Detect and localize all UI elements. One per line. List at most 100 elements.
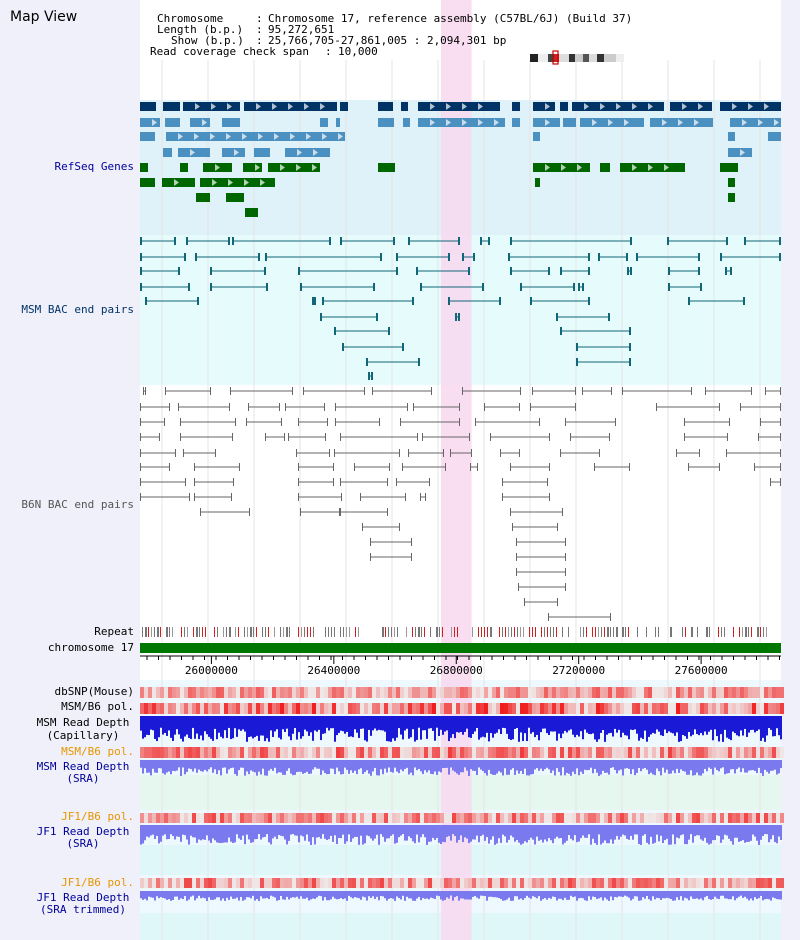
- refseq-gene[interactable]: [320, 118, 328, 127]
- refseq-gene[interactable]: [254, 148, 270, 157]
- msm-b6-pol-mark: [716, 703, 720, 714]
- refseq-gene[interactable]: [418, 118, 505, 127]
- refseq-gene[interactable]: [285, 148, 330, 157]
- track-label-msm-b6-pol-1[interactable]: MSM/B6 pol.: [61, 700, 134, 713]
- refseq-gene[interactable]: [340, 102, 348, 111]
- refseq-gene[interactable]: [163, 148, 172, 157]
- refseq-gene[interactable]: [140, 132, 155, 141]
- msm-b6-pol-mark: [388, 703, 392, 714]
- refseq-gene[interactable]: [243, 163, 262, 172]
- refseq-gene[interactable]: [180, 163, 188, 172]
- msm-depth-sra-bar: [716, 760, 718, 771]
- gene-strand-arrow: [312, 164, 317, 171]
- track-label-jf1-b6-pol-2[interactable]: JF1/B6 pol.: [61, 876, 134, 889]
- refseq-gene[interactable]: [720, 163, 738, 172]
- refseq-gene[interactable]: [190, 118, 210, 127]
- refseq-gene[interactable]: [336, 118, 340, 127]
- refseq-gene[interactable]: [512, 118, 520, 127]
- track-label-refseq[interactable]: RefSeq Genes: [54, 160, 134, 173]
- msm-depth-sra-bar: [266, 760, 268, 776]
- refseq-gene[interactable]: [378, 163, 395, 172]
- track-label-jf1-b6-pol-1[interactable]: JF1/B6 pol.: [61, 810, 134, 823]
- refseq-gene[interactable]: [378, 118, 394, 127]
- msm-depth-capillary-bar: [168, 716, 170, 731]
- msm-depth-sra-bar: [714, 760, 716, 768]
- refseq-gene[interactable]: [245, 208, 258, 217]
- msm-depth-sra-bar: [600, 760, 602, 775]
- refseq-gene[interactable]: [166, 132, 345, 141]
- track-label-jf1-depth-sra[interactable]: JF1 Read Depth: [36, 825, 130, 838]
- msm-bac-end: [312, 297, 314, 305]
- msm-depth-sra-bar: [250, 760, 252, 771]
- msm-b6-pol-mark: [780, 703, 784, 714]
- b6n-bac-end: [178, 403, 179, 411]
- msm-depth-capillary-bar: [670, 716, 672, 733]
- gene-strand-arrow: [632, 164, 637, 171]
- track-label-msm-depth-cap[interactable]: MSM Read Depth: [36, 716, 130, 729]
- track-label-jf1-depth-trim[interactable]: JF1 Read Depth: [36, 891, 130, 904]
- refseq-gene[interactable]: [600, 163, 610, 172]
- refseq-gene[interactable]: [533, 102, 555, 111]
- refseq-gene[interactable]: [140, 178, 155, 187]
- dbsnp-mark: [376, 687, 380, 698]
- highlight-region[interactable]: [440, 0, 472, 940]
- refseq-gene[interactable]: [728, 193, 735, 202]
- ideogram-position-marker[interactable]: [552, 50, 559, 65]
- refseq-gene[interactable]: [378, 102, 393, 111]
- refseq-gene[interactable]: [533, 132, 540, 141]
- msm-depth-capillary-bar: [780, 716, 782, 740]
- track-label-dbsnp[interactable]: dbSNP(Mouse): [54, 685, 134, 698]
- msm-b6-pol-mark: [288, 703, 292, 714]
- jf1-depth-trimmed-bar: [190, 891, 192, 897]
- jf1-b6-pol2-mark: [716, 878, 720, 888]
- refseq-gene[interactable]: [563, 118, 576, 127]
- refseq-gene[interactable]: [140, 102, 156, 111]
- jf1-b6-pol2-mark: [476, 878, 480, 888]
- jf1-depth-trimmed-bar: [200, 891, 202, 899]
- jf1-b6-pol-mark: [152, 813, 156, 823]
- jf1-depth-trimmed-bar: [406, 891, 408, 897]
- refseq-gene[interactable]: [728, 132, 735, 141]
- msm-b6-pol2-mark: [716, 747, 720, 758]
- refseq-gene[interactable]: [165, 118, 180, 127]
- track-label-chromosome[interactable]: chromosome 17: [47, 641, 134, 654]
- msm-depth-capillary-bar: [352, 716, 354, 738]
- jf1-b6-pol-mark: [204, 813, 208, 823]
- refseq-gene[interactable]: [768, 132, 781, 141]
- jf1-depth-trimmed-bar: [362, 891, 364, 897]
- refseq-gene[interactable]: [140, 163, 148, 172]
- jf1-b6-pol2-mark: [388, 878, 392, 888]
- refseq-gene[interactable]: [222, 118, 240, 127]
- track-label-b6n-bac[interactable]: B6N BAC end pairs: [21, 498, 134, 511]
- refseq-gene[interactable]: [418, 102, 500, 111]
- refseq-gene[interactable]: [140, 118, 160, 127]
- jf1-depth-sra-bar: [188, 825, 190, 845]
- track-label-repeat[interactable]: Repeat: [94, 625, 134, 638]
- refseq-gene[interactable]: [670, 102, 712, 111]
- refseq-gene[interactable]: [200, 178, 275, 187]
- jf1-depth-trimmed-bar: [258, 891, 260, 901]
- jf1-b6-pol2-mark: [268, 878, 272, 888]
- refseq-gene[interactable]: [401, 102, 408, 111]
- refseq-gene[interactable]: [163, 102, 180, 111]
- refseq-gene[interactable]: [196, 193, 210, 202]
- refseq-gene[interactable]: [222, 148, 245, 157]
- refseq-gene[interactable]: [512, 102, 520, 111]
- track-label-msm-depth-sra[interactable]: MSM Read Depth: [36, 760, 130, 773]
- msm-depth-capillary-bar: [650, 716, 652, 735]
- chromosome-bar[interactable]: [140, 643, 781, 653]
- refseq-gene[interactable]: [226, 193, 244, 202]
- refseq-gene[interactable]: [730, 118, 781, 127]
- refseq-gene[interactable]: [403, 118, 410, 127]
- b6n-bac-end: [684, 418, 685, 426]
- msm-depth-sra-bar: [412, 760, 414, 776]
- dbsnp-mark: [704, 687, 708, 698]
- track-label-msm-bac[interactable]: MSM BAC end pairs: [21, 303, 134, 316]
- refseq-gene[interactable]: [268, 163, 320, 172]
- refseq-gene[interactable]: [728, 178, 735, 187]
- track-label-msm-b6-pol-2[interactable]: MSM/B6 pol.: [61, 745, 134, 758]
- refseq-gene[interactable]: [535, 178, 540, 187]
- refseq-gene[interactable]: [560, 102, 568, 111]
- msm-bac-end: [458, 237, 460, 245]
